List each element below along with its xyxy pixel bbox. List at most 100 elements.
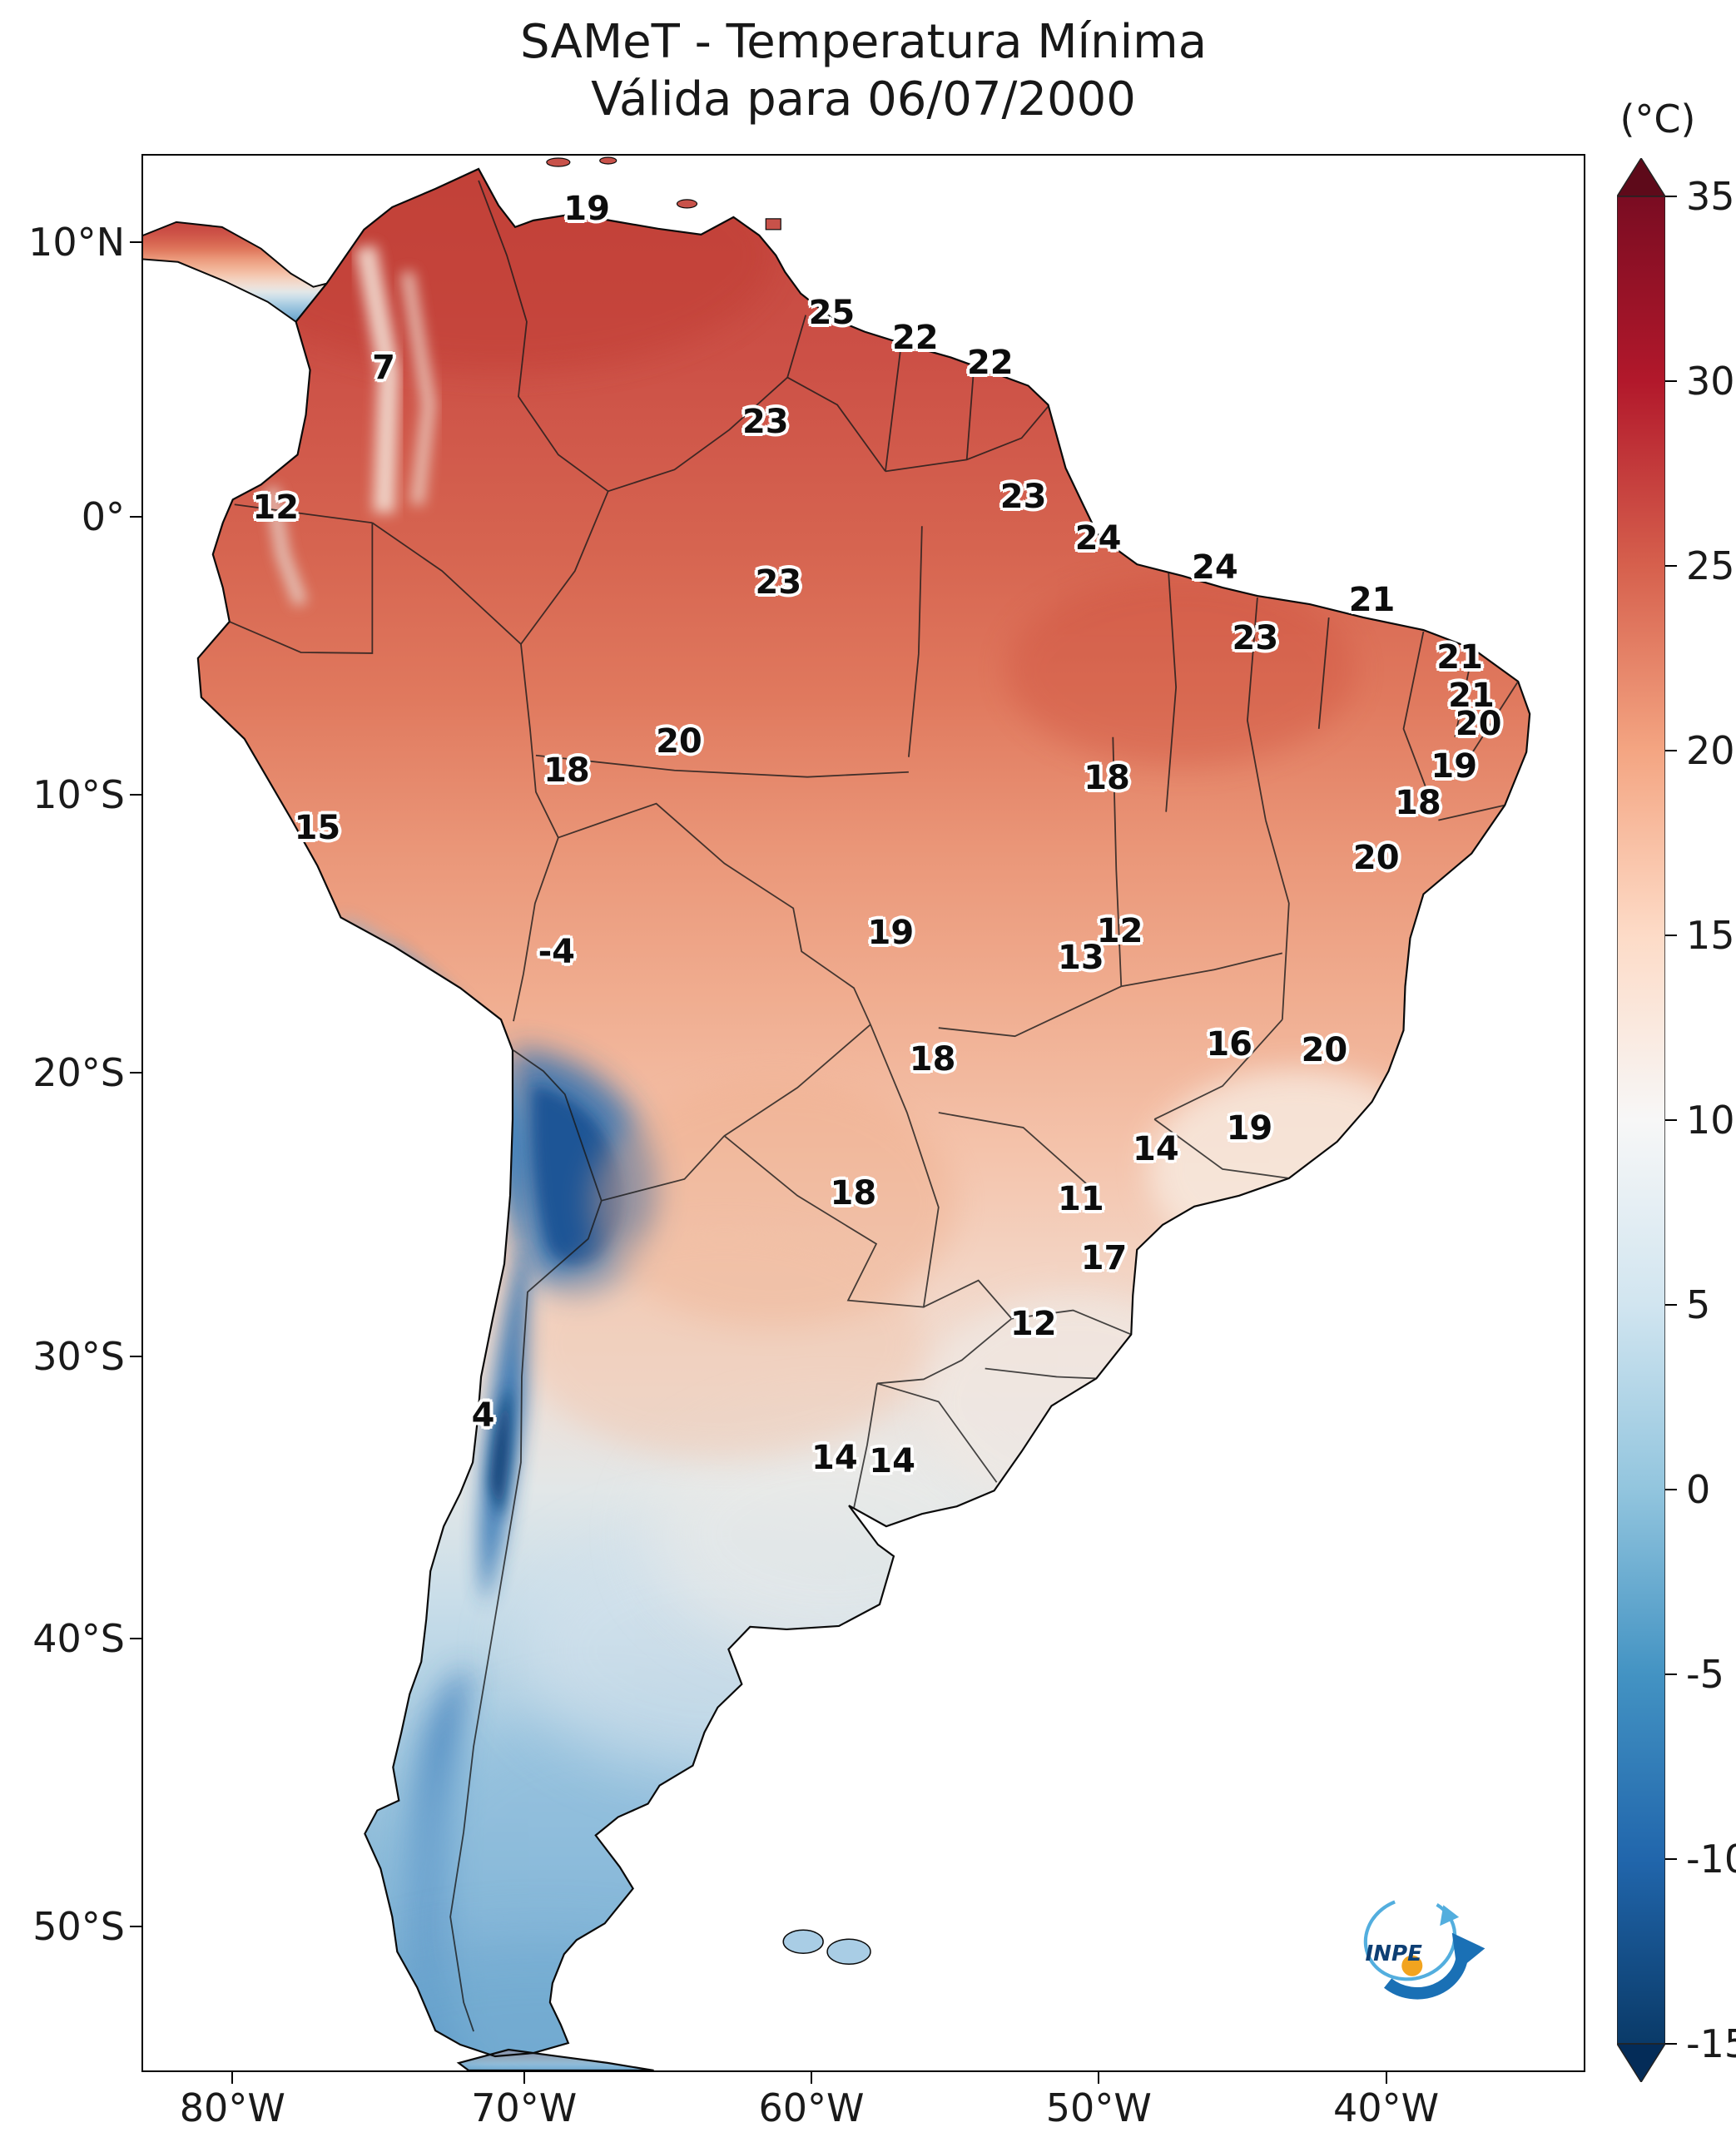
x-axis-tick-label: 40°W xyxy=(1333,2085,1440,2130)
temp-value-label: 18 xyxy=(830,1174,877,1213)
temp-value-label: 23 xyxy=(755,563,802,602)
chart-title: SAMeT - Temperatura Mínima Válida para 0… xyxy=(141,13,1585,129)
colorbar-tick-label: 10 xyxy=(1686,1098,1735,1143)
colorbar-extend-top xyxy=(1615,156,1667,197)
colorbar-tick-label: 0 xyxy=(1686,1467,1711,1512)
y-axis-tick-mark xyxy=(130,1356,141,1358)
temp-value-label: 19 xyxy=(1431,747,1478,786)
y-axis-tick-mark xyxy=(130,241,141,244)
colorbar-tick-mark xyxy=(1665,1489,1677,1490)
y-axis-tick-label: 10°N xyxy=(28,220,125,265)
x-axis-tick-label: 60°W xyxy=(758,2085,865,2130)
x-axis-tick-mark xyxy=(1385,2072,1387,2084)
y-axis-tick-label: 30°S xyxy=(32,1334,125,1380)
inpe-logo: INPE xyxy=(1342,1881,1490,2002)
temp-value-label: 13 xyxy=(1058,939,1104,978)
y-axis-tick-mark xyxy=(130,793,141,796)
colorbar-tick-label: 35 xyxy=(1686,174,1735,219)
colorbar-tick-label: -10 xyxy=(1686,1837,1736,1882)
y-axis-tick-mark xyxy=(130,1925,141,1927)
temp-value-label: 19 xyxy=(563,190,610,229)
temp-value-label: 17 xyxy=(1080,1239,1128,1278)
colorbar-tick-mark xyxy=(1665,935,1677,936)
orbit-ellipse-icon xyxy=(1363,1900,1457,1981)
map-plot: 19 25 22 22 7 23 23 12 24 24 23 21 23 21 21 20 20 19 18 18 1… xyxy=(141,154,1585,2072)
y-axis-tick-label: 10°S xyxy=(32,771,125,817)
colorbar-tick-mark xyxy=(1665,380,1677,382)
inpe-logo-text: INPE xyxy=(1365,1941,1422,1966)
chart-title-line2: Válida para 06/07/2000 xyxy=(591,72,1136,127)
colorbar-extend-bottom xyxy=(1615,2043,1667,2084)
colorbar-tick-mark xyxy=(1665,1119,1677,1121)
colorbar-tick-mark xyxy=(1665,565,1677,567)
temp-value-label: 14 xyxy=(1133,1130,1179,1169)
temp-value-label: 22 xyxy=(966,343,1014,382)
x-axis-tick-mark xyxy=(231,2072,234,2084)
temp-value-label: 23 xyxy=(999,477,1047,516)
temp-value-label: -4 xyxy=(538,933,576,972)
temp-value-label: 18 xyxy=(543,751,590,790)
y-axis-tick-label: 50°S xyxy=(32,1903,125,1949)
swoosh-arrowhead-icon xyxy=(1451,1932,1486,1971)
colorbar-tick-label: 20 xyxy=(1686,728,1735,773)
temp-value-label: 23 xyxy=(1232,618,1279,657)
colorbar-tick-label: 15 xyxy=(1686,913,1735,958)
colorbar-unit-label: (°C) xyxy=(1619,97,1696,141)
temp-value-label: 25 xyxy=(808,293,856,332)
temp-value-label: 18 xyxy=(1395,783,1441,822)
colorbar-tick-mark xyxy=(1665,196,1677,197)
chart-title-line1: SAMeT - Temperatura Mínima xyxy=(519,15,1208,69)
temp-value-label: 19 xyxy=(1226,1108,1273,1148)
temp-value-label: 14 xyxy=(869,1442,915,1481)
colorbar-body xyxy=(1616,196,1666,2045)
colorbar-tick-label: 30 xyxy=(1686,359,1735,404)
temp-value-label: 20 xyxy=(1301,1030,1348,1069)
temp-value-label: 20 xyxy=(1455,705,1502,744)
temp-value-label: 24 xyxy=(1074,519,1122,558)
x-axis-tick-label: 80°W xyxy=(179,2085,285,2130)
temp-value-label: 21 xyxy=(1348,580,1396,619)
temp-value-label: 24 xyxy=(1192,548,1238,587)
y-axis-tick-label: 40°S xyxy=(32,1616,125,1662)
temp-value-label: 20 xyxy=(656,722,702,761)
temp-value-label: 11 xyxy=(1058,1180,1104,1219)
temp-value-label: 23 xyxy=(742,402,789,441)
y-axis-tick-mark xyxy=(130,1072,141,1074)
y-axis-tick-mark xyxy=(130,1638,141,1640)
falkland-islands xyxy=(782,1929,871,1965)
south-america-temperature-map xyxy=(143,156,1531,2070)
x-axis-tick-mark xyxy=(1098,2072,1100,2084)
colorbar-tick-label: -5 xyxy=(1686,1652,1724,1697)
temperature-labels: 19 25 22 22 7 23 23 12 24 24 23 21 23 21 21 20 20 19 18 18 1… xyxy=(143,156,1584,2070)
temp-value-label: 19 xyxy=(867,914,915,953)
colorbar-tick-mark xyxy=(1665,2043,1677,2045)
temp-value-label: 16 xyxy=(1206,1024,1253,1064)
temp-value-label: 21 xyxy=(1448,676,1495,715)
temp-value-label: 15 xyxy=(294,808,341,847)
colorbar-tick-label: -15 xyxy=(1686,2021,1736,2066)
temp-value-label: 7 xyxy=(372,349,395,388)
temp-value-label: 21 xyxy=(1436,637,1483,677)
colorbar-tick-mark xyxy=(1665,1858,1677,1860)
x-axis-tick-label: 50°W xyxy=(1045,2085,1152,2130)
inpe-logo-graphic: INPE xyxy=(1363,1900,1486,2000)
temp-value-label: 22 xyxy=(891,318,939,357)
colorbar-tick-mark xyxy=(1665,750,1677,751)
x-axis-tick-label: 70°W xyxy=(471,2085,578,2130)
x-axis-tick-mark xyxy=(811,2072,813,2084)
x-axis-tick-mark xyxy=(523,2072,525,2084)
temp-value-label: 12 xyxy=(252,488,300,528)
colorbar-tick-label: 5 xyxy=(1686,1282,1711,1327)
temp-value-label: 20 xyxy=(1352,839,1400,878)
colorbar xyxy=(1615,156,1667,2084)
colorbar-tick-label: 25 xyxy=(1686,543,1735,588)
orbit-arrowhead-icon xyxy=(1440,1905,1460,1926)
caribbean-islands xyxy=(546,156,781,231)
temp-value-label: 12 xyxy=(1096,911,1143,950)
temp-value-label: 14 xyxy=(811,1438,858,1477)
temp-value-label: 18 xyxy=(1084,758,1130,797)
temp-value-label: 4 xyxy=(471,1396,495,1435)
colorbar-tick-mark xyxy=(1665,1304,1677,1306)
y-axis-tick-label: 20°S xyxy=(32,1050,125,1096)
